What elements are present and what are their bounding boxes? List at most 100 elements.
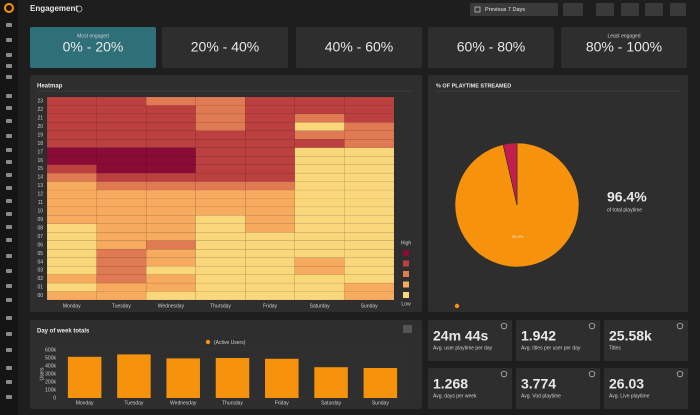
heatmap-cell: [294, 249, 345, 258]
stat-value: 1.268: [433, 376, 468, 392]
heatmap-cell: [344, 249, 395, 258]
heatmap-cell: [195, 223, 246, 233]
row-label: 12: [37, 192, 43, 198]
sidebar-icon[interactable]: [6, 53, 12, 57]
heatmap-cell: [46, 223, 97, 233]
info-icon[interactable]: [588, 322, 596, 330]
row-label: 22: [37, 107, 43, 113]
heatmap-cell: [294, 139, 345, 148]
sidebar-icon[interactable]: [6, 366, 12, 370]
sidebar-icon[interactable]: [6, 106, 12, 110]
sidebar-icon[interactable]: [6, 225, 12, 229]
sidebar-icon[interactable]: [6, 64, 12, 68]
range-tile[interactable]: [30, 27, 156, 68]
pie-label: 96.4%: [512, 234, 524, 239]
legend-swatch: [403, 271, 409, 277]
heatmap-cell: [344, 122, 395, 132]
sidebar-icon[interactable]: [6, 119, 12, 123]
range-tile[interactable]: [561, 27, 687, 68]
stat-value: 26.03: [609, 376, 644, 392]
sidebar-icon[interactable]: [6, 269, 12, 273]
sidebar-icon[interactable]: [6, 395, 12, 399]
sidebar-icon[interactable]: [6, 75, 12, 79]
range-tile[interactable]: [296, 27, 422, 68]
heatmap-cell: [96, 189, 147, 199]
sidebar-icon[interactable]: [6, 238, 12, 242]
sidebar-icon[interactable]: [6, 134, 12, 138]
stat-label: Avg. days per week: [433, 393, 477, 399]
heatmap-cell: [46, 181, 97, 191]
heatmap-cell: [344, 198, 395, 208]
info-icon[interactable]: [75, 5, 83, 13]
filter-button[interactable]: [563, 3, 583, 16]
info-icon[interactable]: [500, 370, 508, 378]
stat-value: 3.774: [521, 376, 556, 392]
row-label: 05: [37, 251, 43, 257]
heatmap-cell: [294, 130, 345, 140]
heatmap-cell: [245, 198, 296, 208]
sidebar-icon[interactable]: [6, 212, 12, 216]
heatmap-cell: [245, 240, 296, 250]
sidebar-icon[interactable]: [6, 254, 12, 258]
heatmap-cell: [145, 265, 196, 275]
comment-button[interactable]: [645, 3, 663, 16]
sidebar-icon[interactable]: [6, 332, 12, 336]
history-button[interactable]: [621, 3, 639, 16]
heatmap-cell: [145, 105, 196, 115]
heatmap-cell: [46, 96, 97, 106]
sidebar-icon[interactable]: [6, 94, 12, 98]
info-icon[interactable]: [588, 370, 596, 378]
sidebar-icon[interactable]: [6, 173, 12, 177]
heatmap-cell: [344, 206, 395, 216]
column-label: Sunday: [361, 303, 378, 309]
heatmap-cell: [294, 206, 345, 216]
heatmap-cell: [294, 291, 345, 301]
info-icon[interactable]: [676, 322, 684, 330]
heatmap-cell: [344, 147, 395, 157]
stat-tile: [428, 320, 512, 361]
row-label: 13: [37, 183, 43, 189]
menu-button[interactable]: [670, 3, 686, 16]
heatmap-cell: [344, 105, 395, 115]
heatmap-cell: [46, 122, 97, 132]
x-tick-label: Thursday: [222, 400, 243, 406]
tile-caption: Most engaged: [77, 33, 109, 39]
sidebar-icon[interactable]: [6, 284, 12, 288]
heatmap-cell: [344, 139, 395, 148]
sidebar-icon[interactable]: [6, 380, 12, 384]
heatmap-cell: [294, 223, 345, 233]
sidebar-icon[interactable]: [6, 316, 12, 320]
expand-button[interactable]: [403, 325, 412, 333]
heatmap-cell: [195, 96, 246, 106]
sidebar-icon[interactable]: [6, 148, 12, 152]
sidebar-icon[interactable]: [6, 38, 12, 42]
sidebar-icon[interactable]: [6, 348, 12, 352]
x-tick-label: Tuesday: [124, 400, 143, 406]
pie-legend-dot: [454, 303, 460, 309]
heatmap-cell: [245, 105, 296, 115]
heatmap-cell: [344, 257, 395, 267]
date-dropdown[interactable]: [470, 3, 558, 16]
heatmap-cell: [344, 113, 395, 123]
sidebar-icon[interactable]: [6, 23, 12, 27]
sidebar-icon[interactable]: [6, 199, 12, 203]
range-tile[interactable]: [428, 27, 554, 68]
sidebar-icon[interactable]: [6, 160, 12, 164]
info-icon[interactable]: [676, 370, 684, 378]
row-label: 02: [37, 276, 43, 282]
logo[interactable]: [4, 3, 14, 13]
row-label: 21: [37, 115, 43, 121]
heatmap-cell: [145, 274, 196, 284]
heatmap-cell: [344, 291, 395, 301]
column-label: Wednesday: [158, 303, 185, 309]
heatmap-cell: [294, 265, 345, 275]
save-button[interactable]: [596, 3, 614, 16]
info-icon[interactable]: [500, 322, 508, 330]
heatmap-cell: [96, 215, 147, 225]
heatmap-cell: [195, 105, 246, 115]
sidebar-icon[interactable]: [6, 186, 12, 190]
sidebar-icon[interactable]: [6, 298, 12, 302]
range-tile[interactable]: [162, 27, 288, 68]
stat-value: 24m 44s: [433, 328, 488, 344]
